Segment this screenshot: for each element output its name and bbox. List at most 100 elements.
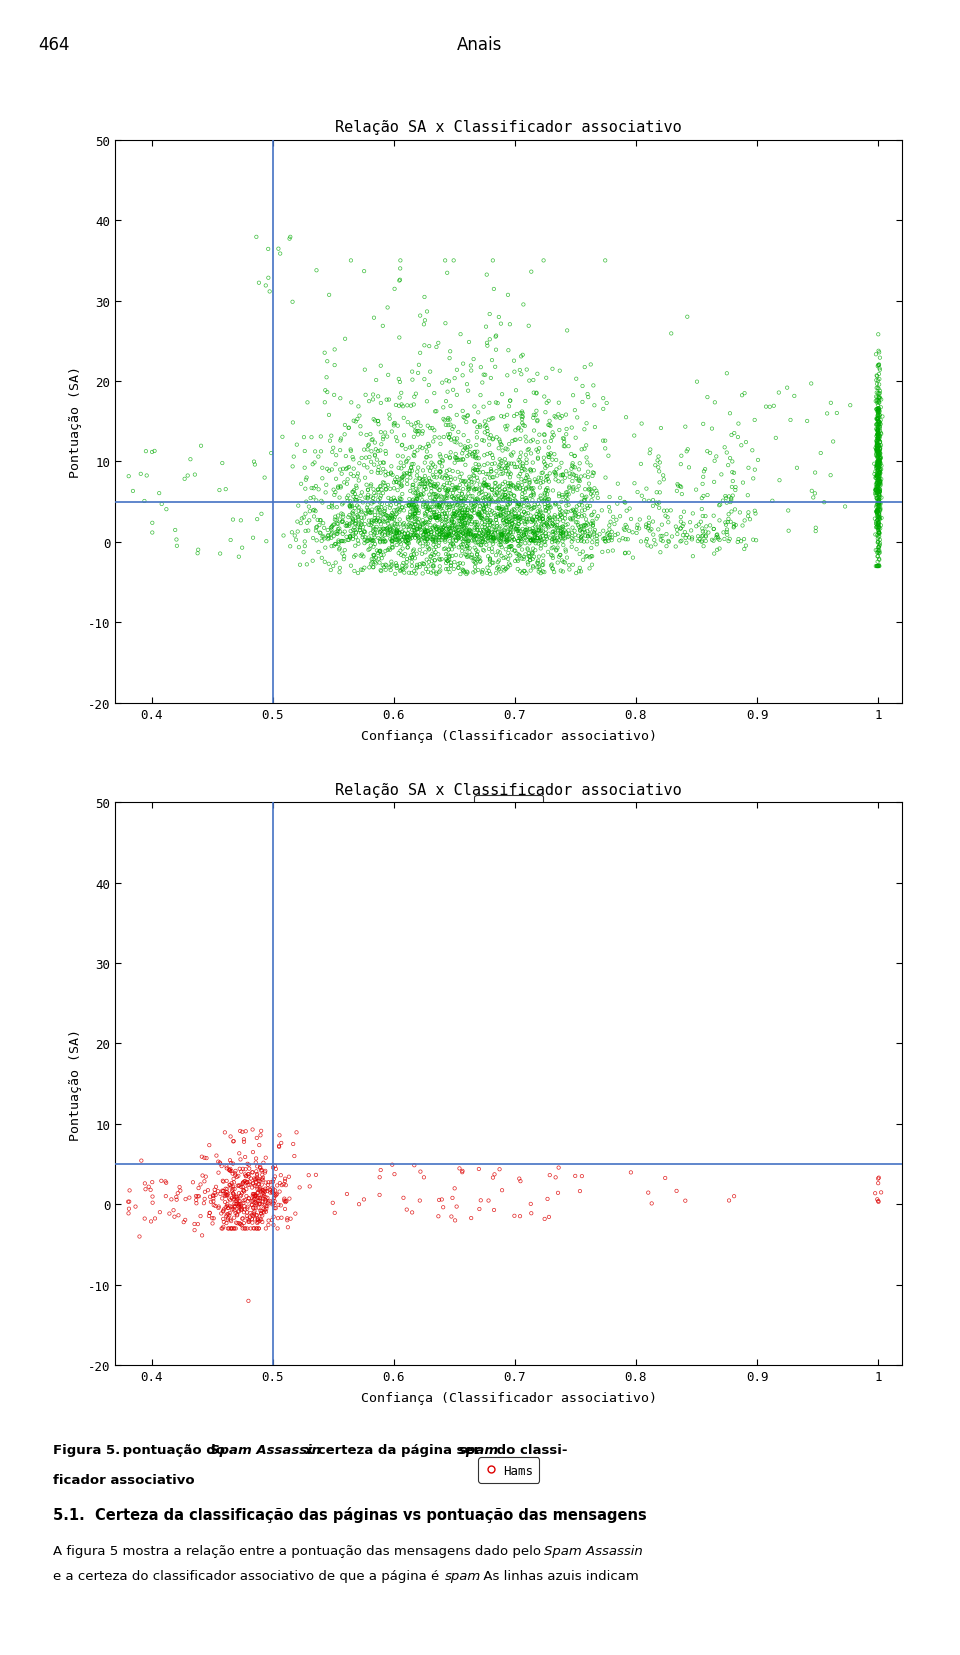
Point	[418, 520, 433, 546]
Point	[472, 501, 488, 528]
Point	[287, 1144, 302, 1170]
Point	[481, 407, 496, 434]
Point	[436, 407, 451, 434]
Point	[502, 487, 517, 513]
Point	[238, 1119, 253, 1145]
Point	[458, 541, 473, 568]
Point	[447, 513, 463, 540]
Point	[327, 480, 343, 506]
Point	[870, 462, 885, 488]
Point	[559, 417, 574, 444]
Point	[343, 523, 358, 549]
Point	[512, 511, 527, 538]
Point	[871, 462, 886, 488]
Point	[558, 485, 573, 511]
Point	[486, 525, 501, 551]
Point	[514, 440, 529, 467]
Point	[521, 531, 537, 558]
Point	[361, 525, 376, 551]
Point	[308, 515, 324, 541]
Point	[868, 458, 883, 485]
Point	[544, 510, 560, 536]
Point	[205, 1185, 221, 1211]
Point	[496, 520, 512, 546]
Point	[380, 523, 396, 549]
Point	[258, 1185, 274, 1211]
Point	[869, 437, 884, 463]
Point	[473, 505, 489, 531]
Point	[347, 558, 362, 584]
Point	[656, 463, 671, 490]
Point	[366, 554, 381, 581]
Point	[562, 465, 577, 492]
Point	[586, 460, 601, 487]
Point	[540, 1187, 555, 1213]
Point	[454, 506, 469, 533]
Point	[460, 521, 475, 548]
Point	[461, 521, 476, 548]
Point	[392, 506, 407, 533]
Point	[458, 485, 473, 511]
Point	[405, 503, 420, 530]
Point	[326, 482, 342, 508]
Point	[456, 525, 471, 551]
Point	[366, 546, 381, 573]
Point	[458, 472, 473, 498]
Point	[451, 521, 467, 548]
Point	[423, 505, 439, 531]
Point	[491, 487, 506, 513]
Point	[418, 540, 433, 566]
Point	[299, 467, 314, 493]
Point	[382, 516, 397, 543]
Point	[534, 528, 549, 554]
Point	[264, 1178, 279, 1205]
Point	[539, 463, 554, 490]
Point	[542, 508, 558, 535]
Point	[255, 1188, 271, 1215]
Point	[289, 1119, 304, 1145]
Point	[501, 551, 516, 578]
Point	[378, 528, 394, 554]
Point	[276, 523, 291, 549]
Point	[484, 525, 499, 551]
Point	[871, 505, 886, 531]
Point	[391, 526, 406, 553]
Point	[337, 470, 352, 496]
Point	[707, 541, 722, 568]
Point	[870, 458, 885, 485]
Point	[581, 465, 596, 492]
Point	[871, 492, 886, 518]
Point	[870, 427, 885, 453]
Point	[565, 382, 581, 409]
Point	[236, 1190, 252, 1216]
Point	[141, 1173, 156, 1200]
Point	[198, 1163, 213, 1190]
Point	[498, 450, 514, 477]
Point	[223, 528, 238, 554]
Point	[375, 480, 391, 506]
Point	[242, 1205, 257, 1231]
Point	[813, 440, 828, 467]
Point	[474, 525, 490, 551]
Point	[373, 391, 389, 417]
Point	[870, 513, 885, 540]
Point	[453, 513, 468, 540]
Point	[488, 528, 503, 554]
Point	[539, 468, 554, 495]
Point	[595, 518, 611, 544]
Point	[513, 531, 528, 558]
Point	[540, 487, 556, 513]
Point	[514, 344, 529, 371]
Point	[871, 518, 886, 544]
Point	[673, 510, 688, 536]
Point	[713, 462, 729, 488]
Point	[655, 523, 670, 549]
Point	[455, 528, 470, 554]
Point	[597, 435, 612, 462]
Point	[621, 540, 636, 566]
Point	[223, 1124, 238, 1150]
Point	[405, 367, 420, 394]
Point	[565, 477, 581, 503]
Point	[641, 510, 657, 536]
Point	[378, 477, 394, 503]
